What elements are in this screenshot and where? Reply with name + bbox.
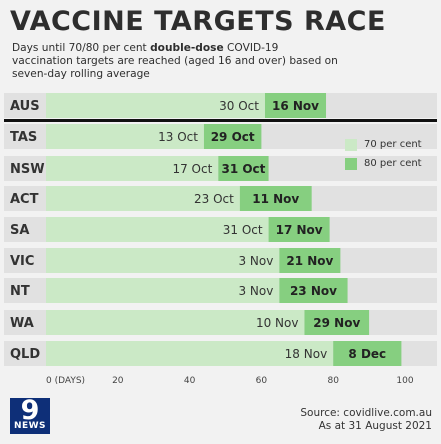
x-tick-label-100: 100 <box>396 376 413 386</box>
bar-80-nt <box>279 278 348 303</box>
label-70-tas: 13 Oct <box>158 130 198 144</box>
bar-70-nt <box>46 278 280 303</box>
legend-label-70: 70 per cent <box>364 139 422 150</box>
label-80-tas: 29 Oct <box>211 130 255 144</box>
label-70-nt: 3 Nov <box>238 284 273 298</box>
bar-70-wa <box>46 310 305 335</box>
legend-item-80: 80 per cent <box>345 157 422 170</box>
bar-70-tas <box>46 124 204 149</box>
source-note: Source: covidlive.com.au As at 31 August… <box>300 407 432 433</box>
bar-80-nsw <box>218 156 269 181</box>
bar-70-aus <box>46 93 265 118</box>
label-80-nt: 23 Nov <box>290 284 337 298</box>
subtitle-text-1: Days until 70/80 per cent <box>12 42 151 54</box>
category-label-vic: VIC <box>10 254 34 269</box>
bar-80-tas <box>203 124 262 149</box>
label-70-vic: 3 Nov <box>238 254 273 268</box>
label-80-sa: 17 Nov <box>276 223 323 237</box>
x-tick-label-20: 20 <box>112 376 124 386</box>
aus-divider-line <box>4 119 437 122</box>
bar-70-act <box>46 186 240 211</box>
bar-70-nsw <box>46 156 219 181</box>
label-80-aus: 16 Nov <box>272 99 319 113</box>
label-70-qld: 18 Nov <box>285 347 328 361</box>
as-at-date: As at 31 August 2021 <box>318 420 432 432</box>
bar-80-act <box>239 186 312 211</box>
category-label-wa: WA <box>10 316 34 331</box>
bar-80-vic <box>279 248 341 273</box>
chart-title: VACCINE TARGETS RACE <box>10 6 386 37</box>
label-80-qld: 8 Dec <box>348 347 386 361</box>
label-70-sa: 31 Oct <box>223 223 263 237</box>
category-label-qld: QLD <box>10 347 40 362</box>
source-line: Source: covidlive.com.au <box>300 407 432 419</box>
category-label-nt: NT <box>10 284 30 299</box>
bar-chart: AUS 30 Oct 16 Nov TAS 13 Oct 29 Oct NSW 17 Oct 3… <box>4 93 437 386</box>
subtitle-text-2: COVID-19 vaccination targets are reached… <box>12 42 338 80</box>
x-tick-label-60: 60 <box>256 376 268 386</box>
bar-80-wa <box>304 310 370 335</box>
bar-80-aus <box>264 93 327 118</box>
subtitle-bold-text: double-dose <box>150 42 224 54</box>
bar-70-sa <box>46 217 269 242</box>
legend-label-80: 80 per cent <box>364 158 422 169</box>
x-tick-label-40: 40 <box>184 376 196 386</box>
label-70-nsw: 17 Oct <box>172 162 212 176</box>
legend-item-70: 70 per cent <box>345 138 422 151</box>
label-80-wa: 29 Nov <box>313 316 360 330</box>
category-label-sa: SA <box>10 223 29 238</box>
category-label-aus: AUS <box>10 99 40 114</box>
bar-80-qld <box>333 341 402 366</box>
logo-number: 9 <box>20 395 40 426</box>
category-label-nsw: NSW <box>10 162 45 177</box>
x-tick-label-0: 0 (DAYS) <box>46 376 85 386</box>
bar-70-vic <box>46 248 280 273</box>
label-80-act: 11 Nov <box>252 192 299 206</box>
bar-70-qld <box>46 341 334 366</box>
label-70-act: 23 Oct <box>194 192 234 206</box>
logo-word: NEWS <box>13 421 47 431</box>
x-tick-label-80: 80 <box>327 376 339 386</box>
label-80-nsw: 31 Oct <box>221 162 265 176</box>
label-70-aus: 30 Oct <box>219 99 259 113</box>
category-label-act: ACT <box>10 192 39 207</box>
nine-news-logo: 9 NEWS <box>10 395 50 434</box>
category-label-tas: TAS <box>10 130 37 145</box>
label-70-wa: 10 Nov <box>256 316 299 330</box>
legend-swatch-70 <box>345 138 357 151</box>
label-80-vic: 21 Nov <box>286 254 333 268</box>
legend-swatch-80 <box>345 157 357 170</box>
chart-subtitle: Days until 70/80 per cent double-dose CO… <box>12 42 342 81</box>
legend: 70 per cent 80 per cent <box>345 138 422 176</box>
bar-80-sa <box>268 217 330 242</box>
